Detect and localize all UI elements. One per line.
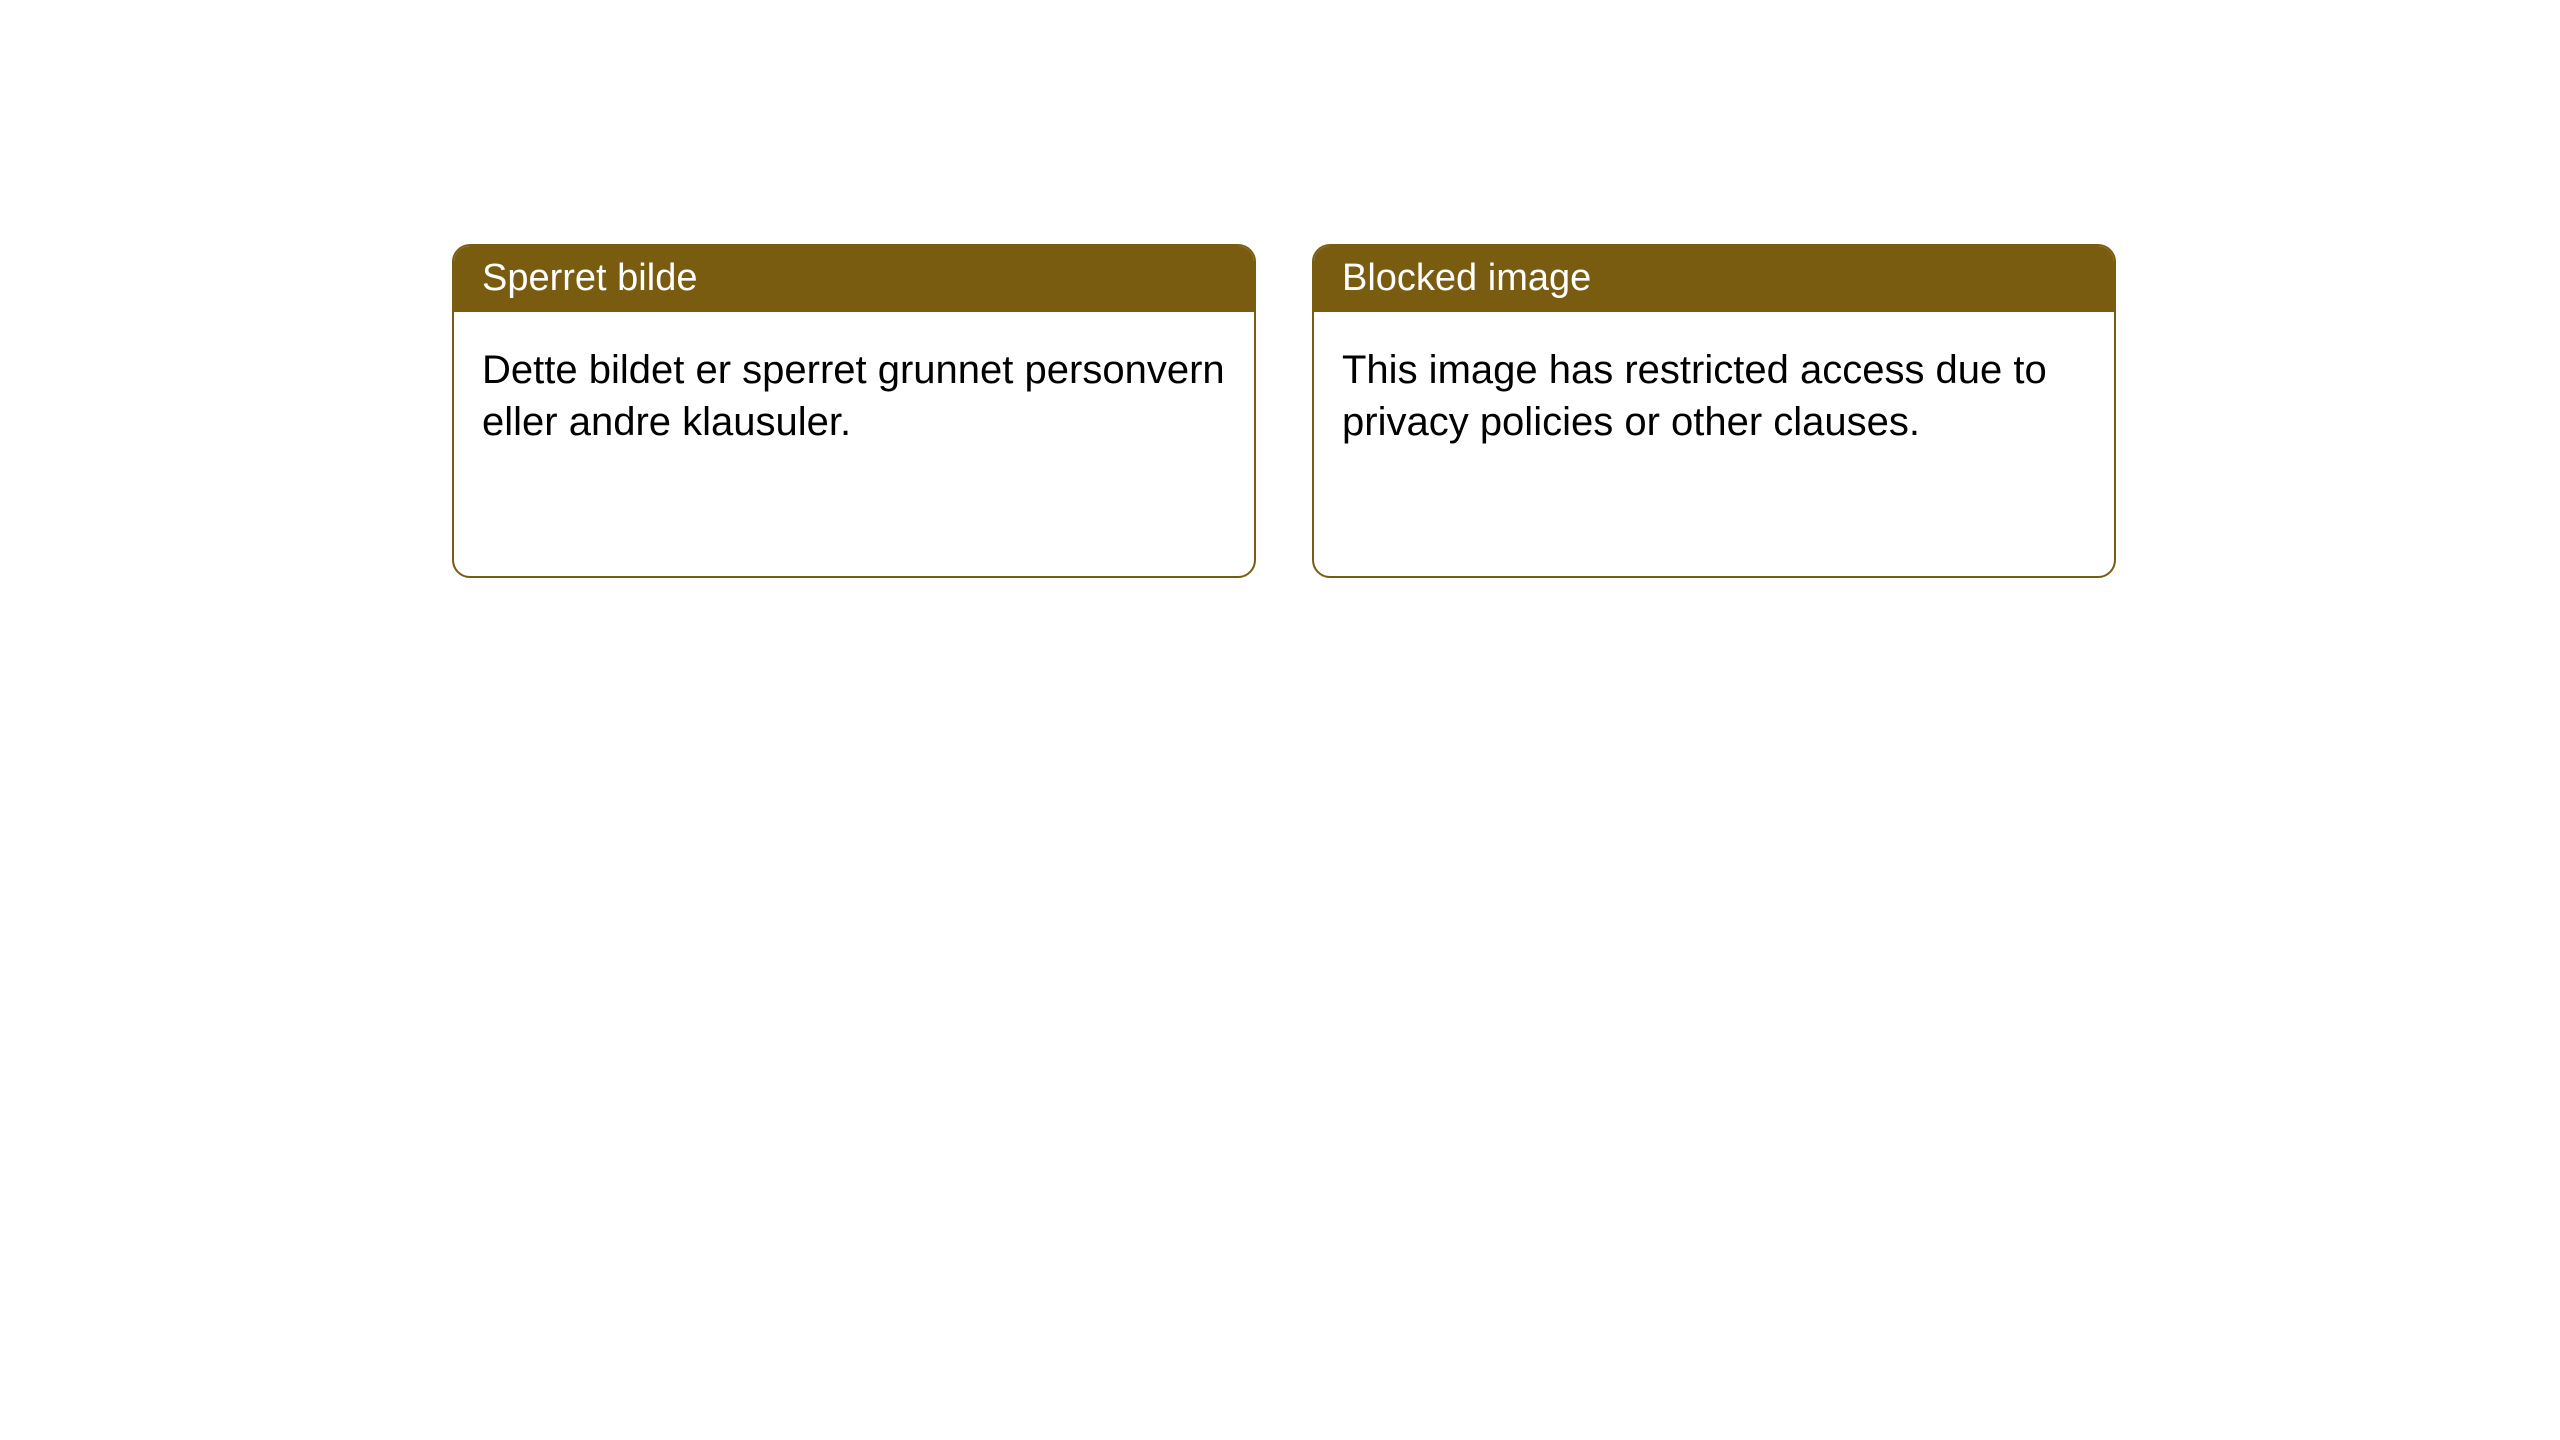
notice-card-norwegian: Sperret bilde Dette bildet er sperret gr… <box>452 244 1256 578</box>
notice-body-text: Dette bildet er sperret grunnet personve… <box>482 348 1225 444</box>
notice-header-english: Blocked image <box>1314 246 2114 312</box>
notice-container: Sperret bilde Dette bildet er sperret gr… <box>0 0 2560 578</box>
notice-body-english: This image has restricted access due to … <box>1314 312 2114 480</box>
notice-body-text: This image has restricted access due to … <box>1342 348 2047 444</box>
notice-card-english: Blocked image This image has restricted … <box>1312 244 2116 578</box>
notice-body-norwegian: Dette bildet er sperret grunnet personve… <box>454 312 1254 480</box>
notice-title: Blocked image <box>1342 257 1591 299</box>
notice-title: Sperret bilde <box>482 257 697 299</box>
notice-header-norwegian: Sperret bilde <box>454 246 1254 312</box>
